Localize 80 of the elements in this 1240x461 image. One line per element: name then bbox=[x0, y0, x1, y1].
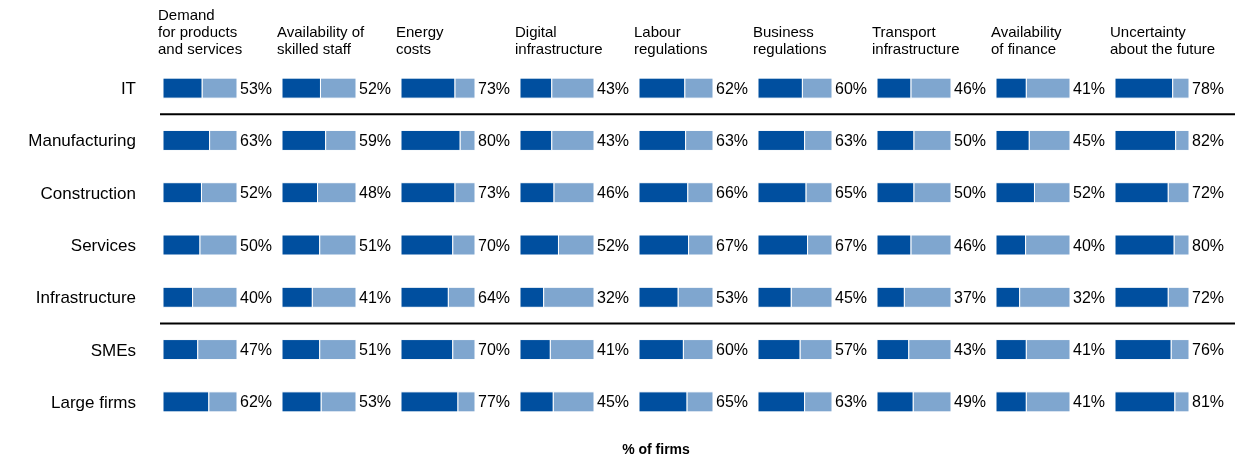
y-tick-label: Infrastructure bbox=[35, 288, 136, 308]
data-label: 51% bbox=[359, 236, 392, 254]
data-label: 70% bbox=[478, 341, 511, 359]
data-label: 47% bbox=[240, 341, 273, 359]
y-tick-label: SMEs bbox=[90, 340, 136, 360]
data-label: 51% bbox=[359, 341, 392, 359]
data-label: 63% bbox=[835, 393, 868, 411]
data-label: 52% bbox=[240, 184, 273, 202]
data-label: 48% bbox=[359, 184, 392, 202]
data-label: 62% bbox=[240, 393, 273, 411]
data-label: 60% bbox=[716, 341, 749, 359]
y-tick-label: Services bbox=[70, 235, 136, 255]
data-label: 53% bbox=[716, 288, 749, 306]
data-label: 80% bbox=[1192, 236, 1225, 254]
chart-title: Energy costs bbox=[396, 23, 445, 57]
data-label: 46% bbox=[597, 184, 630, 202]
data-label: 41% bbox=[1073, 79, 1106, 97]
chart-title: Availability of finance bbox=[991, 23, 1063, 57]
data-label: 72% bbox=[1192, 184, 1225, 202]
data-label: 46% bbox=[954, 236, 987, 254]
data-label: 70% bbox=[478, 236, 511, 254]
data-label: 80% bbox=[478, 132, 511, 150]
data-label: 52% bbox=[597, 236, 630, 254]
data-label: 50% bbox=[240, 236, 273, 254]
data-label: 41% bbox=[1073, 341, 1106, 359]
x-axis-title: % of firms bbox=[622, 441, 691, 457]
chart-title: Transport infrastructure bbox=[872, 23, 960, 57]
chart-title: Digital infrastructure bbox=[515, 23, 603, 57]
data-label: 53% bbox=[359, 393, 392, 411]
data-label: 65% bbox=[716, 393, 749, 411]
data-label: 67% bbox=[716, 236, 749, 254]
data-label: 52% bbox=[1073, 184, 1106, 202]
data-label: 45% bbox=[835, 288, 868, 306]
data-label: 60% bbox=[835, 79, 868, 97]
data-label: 32% bbox=[1073, 288, 1106, 306]
data-label: 45% bbox=[597, 393, 630, 411]
data-label: 45% bbox=[1073, 132, 1106, 150]
data-label: 43% bbox=[597, 79, 630, 97]
data-label: 77% bbox=[478, 393, 511, 411]
data-label: 53% bbox=[240, 79, 273, 97]
chart-title: Business regulations bbox=[753, 23, 827, 57]
data-label: 82% bbox=[1192, 132, 1225, 150]
data-label: 63% bbox=[835, 132, 868, 150]
y-tick-label: Construction bbox=[40, 183, 136, 203]
data-label: 62% bbox=[716, 79, 749, 97]
data-label: 59% bbox=[359, 132, 392, 150]
data-label: 40% bbox=[1073, 236, 1106, 254]
data-label: 32% bbox=[597, 288, 630, 306]
chart-title: Uncertainty about the future bbox=[1110, 23, 1216, 57]
data-label: 81% bbox=[1192, 393, 1225, 411]
data-label: 78% bbox=[1192, 79, 1225, 97]
chart-title: Demand for products and services bbox=[158, 6, 243, 57]
data-label: 46% bbox=[954, 79, 987, 97]
data-label: 40% bbox=[240, 288, 273, 306]
data-label: 73% bbox=[478, 184, 511, 202]
data-label: 64% bbox=[478, 288, 511, 306]
y-tick-label: Manufacturing bbox=[28, 131, 136, 151]
data-label: 37% bbox=[954, 288, 987, 306]
chart-title: Labour regulations bbox=[634, 23, 708, 57]
data-label: 52% bbox=[359, 79, 392, 97]
data-label: 50% bbox=[954, 184, 987, 202]
data-label: 63% bbox=[240, 132, 273, 150]
data-label: 65% bbox=[835, 184, 868, 202]
data-label: 72% bbox=[1192, 288, 1225, 306]
data-label: 66% bbox=[716, 184, 749, 202]
data-label: 43% bbox=[954, 341, 987, 359]
data-label: 57% bbox=[835, 341, 868, 359]
data-label: 67% bbox=[835, 236, 868, 254]
data-label: 49% bbox=[954, 393, 987, 411]
data-label: 63% bbox=[716, 132, 749, 150]
y-tick-label: IT bbox=[120, 79, 136, 99]
data-label: 43% bbox=[597, 132, 630, 150]
data-label: 41% bbox=[1073, 393, 1106, 411]
data-label: 41% bbox=[597, 341, 630, 359]
data-label: 50% bbox=[954, 132, 987, 150]
y-tick-label: Large firms bbox=[50, 392, 136, 412]
data-label: 76% bbox=[1192, 341, 1225, 359]
data-label: 73% bbox=[478, 79, 511, 97]
data-label: 41% bbox=[359, 288, 392, 306]
chart-title: Availability of skilled staff bbox=[277, 23, 366, 57]
